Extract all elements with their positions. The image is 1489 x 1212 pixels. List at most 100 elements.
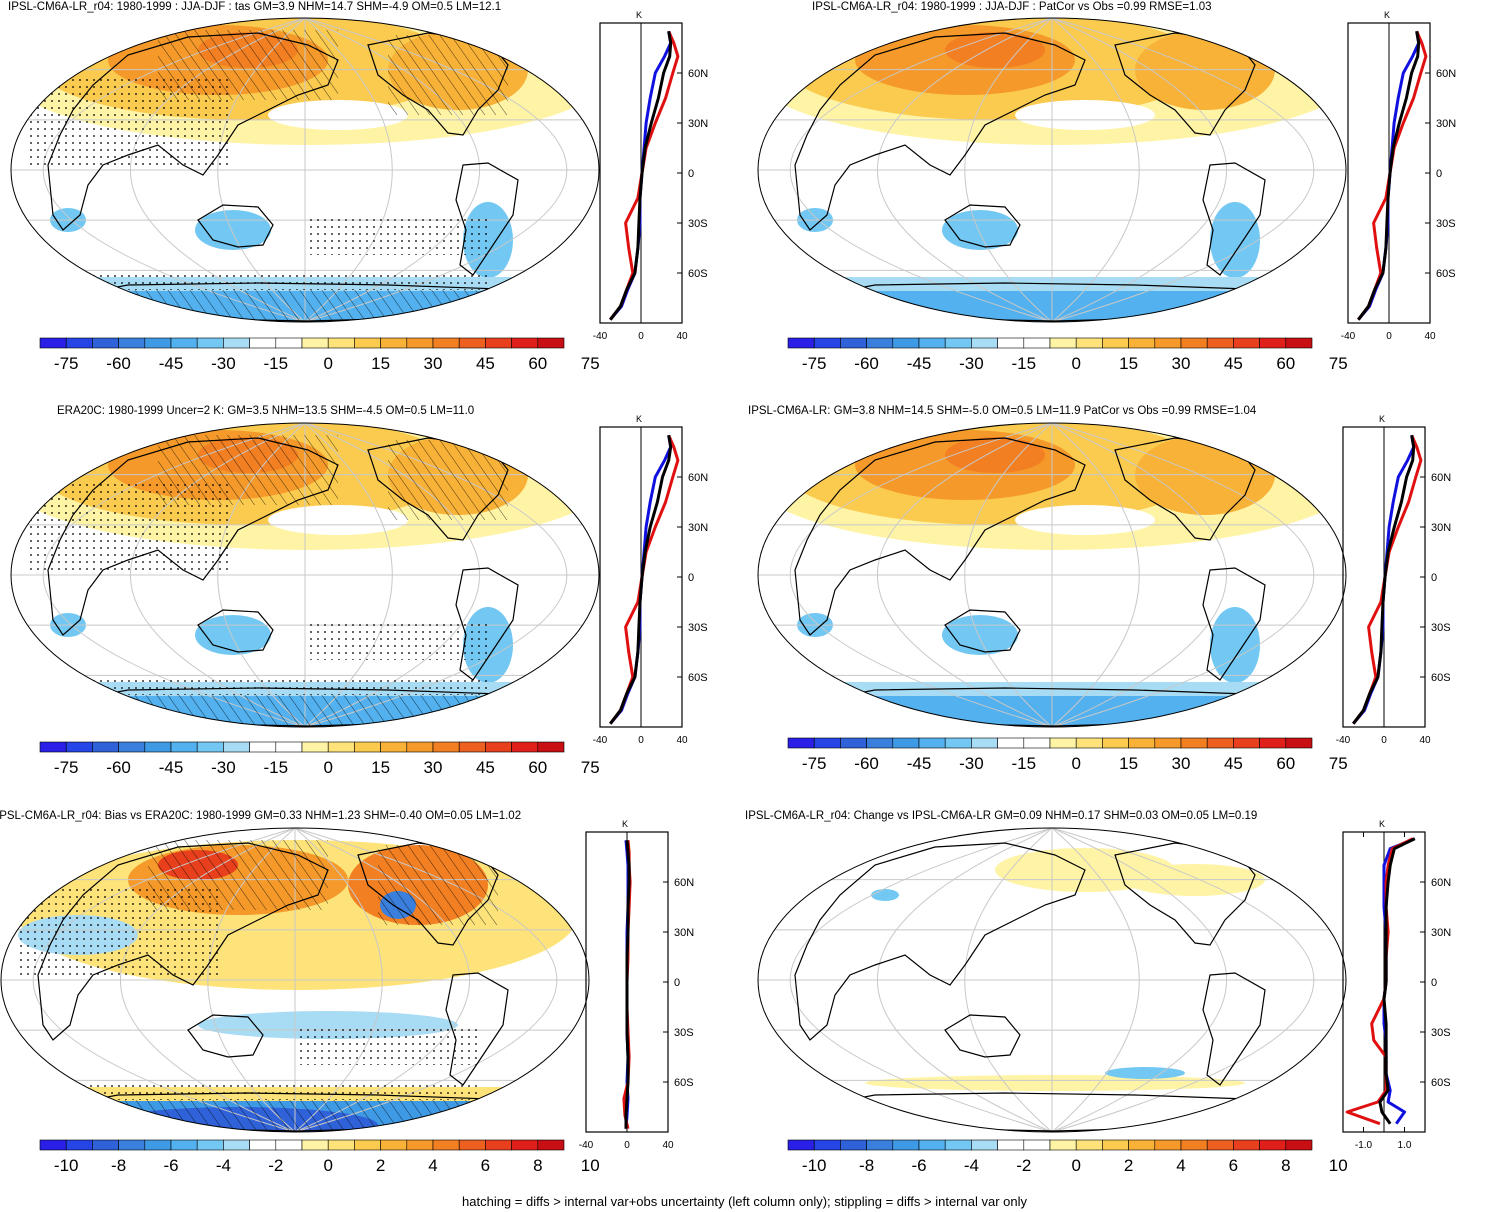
x-tick-label: 0 [638,735,644,746]
stippling-region [58,1080,478,1100]
colorbar-label: 6 [1229,1156,1238,1175]
map-outline [10,17,600,323]
coastline [37,842,329,1041]
colorbar-swatch [787,337,815,349]
colorbar-swatch [892,337,920,349]
colorbar-swatch [971,1139,998,1151]
colorbar: -75 -60 -45 -30 -15 0 15 30 45 60 75 [787,337,1348,373]
colorbar-swatch [249,337,277,349]
lat-tick-label: 60S [688,672,708,684]
coastline [197,204,274,248]
colorbar-swatch [971,737,998,749]
colorbar-swatch [1285,1139,1313,1151]
colorbar-swatch [39,1139,67,1151]
coastline [944,609,1021,653]
coastline [794,32,1086,231]
colorbar-swatch [866,1139,894,1151]
lat-tick-label: 60N [674,877,694,889]
colorbar-swatch [92,741,119,753]
colorbar: -75 -60 -45 -30 -15 0 15 30 45 60 75 [787,737,1348,773]
series-line-0 [1352,435,1416,725]
map-outline [757,827,1347,1133]
colorbar-swatch [380,1139,408,1151]
stippling-region [68,270,488,290]
colorbar-swatch [65,741,93,753]
series-line-2 [1352,434,1423,725]
colorbar-swatch [1049,737,1077,749]
colorbar-swatch [866,337,894,349]
anomaly-region [1015,505,1155,535]
map-field [1,828,589,1132]
colorbar-swatch [1075,337,1103,349]
colorbar-swatch [65,337,93,349]
colorbar-swatch [485,337,512,349]
map-field [758,423,1346,727]
colorbar-swatch [840,737,867,749]
colorbar-swatch [1233,1139,1260,1151]
colorbar-swatch [971,337,998,349]
colorbar-swatch [249,741,277,753]
colorbar-label: -45 [907,754,932,773]
colorbar-label: 0 [1071,354,1080,373]
series-line-2 [1345,837,1414,1126]
colorbar-swatch [301,1139,329,1151]
colorbar-swatch [1285,337,1313,349]
colorbar-swatch [432,741,460,753]
colorbar-label: -15 [264,758,289,777]
colorbar-swatch [1206,1139,1234,1151]
colorbar-label: -60 [106,354,131,373]
colorbar-swatch [249,1139,277,1151]
colorbar-swatch [118,337,146,349]
coastline [944,1014,1021,1058]
colorbar-swatch [1154,737,1182,749]
lat-tick-label: 0 [1431,977,1437,989]
colorbar-swatch [1049,337,1077,349]
coastline [1202,567,1266,681]
world-map [10,17,600,323]
colorbar-label: -8 [111,1156,126,1175]
profile-unit: K [622,819,628,829]
colorbar-label: 0 [1071,1156,1080,1175]
series-line-0 [609,31,673,321]
coastline [47,32,339,231]
colorbar-label: 60 [1276,754,1295,773]
colorbar-swatch [432,337,460,349]
lat-tick-label: 60N [688,68,708,80]
anomaly-region [945,32,1045,68]
anomaly-region [865,1075,1245,1091]
colorbar-swatch [1233,737,1260,749]
colorbar-label: 45 [1224,754,1243,773]
colorbar-swatch [1049,1139,1077,1151]
colorbar-swatch [997,737,1025,749]
profile-unit: K [1379,414,1385,424]
colorbar-swatch [65,1139,93,1151]
colorbar-label: 0 [323,1156,332,1175]
hatching-region [148,840,328,910]
lat-tick-label: 0 [1431,572,1437,584]
colorbar-swatch [354,337,381,349]
colorbar-swatch [223,741,250,753]
colorbar-label: 60 [528,758,547,777]
colorbar-label: 45 [1224,354,1243,373]
panel-title: IPSL-CM6A-LR_r04: 1980-1999 : JJA-DJF : … [8,1,502,13]
colorbar-label: -60 [854,754,879,773]
lat-tick-label: 30N [674,927,694,939]
colorbar-label: 75 [1329,354,1348,373]
colorbar-swatch [380,337,408,349]
coastline [794,437,1086,636]
coastline [455,567,519,681]
x-tick-label: 0 [1386,331,1392,342]
colorbar-label: 75 [581,354,600,373]
colorbar-swatch [301,741,329,753]
colorbar-swatch [144,1139,172,1151]
colorbar-swatch [1259,737,1287,749]
colorbar-label: 0 [1071,754,1080,773]
colorbar-swatch [1075,1139,1103,1151]
colorbar-swatch [511,337,539,349]
x-tick-label: -40 [1336,735,1351,746]
colorbar-label: -45 [159,354,184,373]
colorbar-swatch [1285,737,1313,749]
colorbar-label: -30 [959,754,984,773]
map-outline [757,422,1347,728]
x-tick-label: 1.0 [1398,1140,1412,1151]
